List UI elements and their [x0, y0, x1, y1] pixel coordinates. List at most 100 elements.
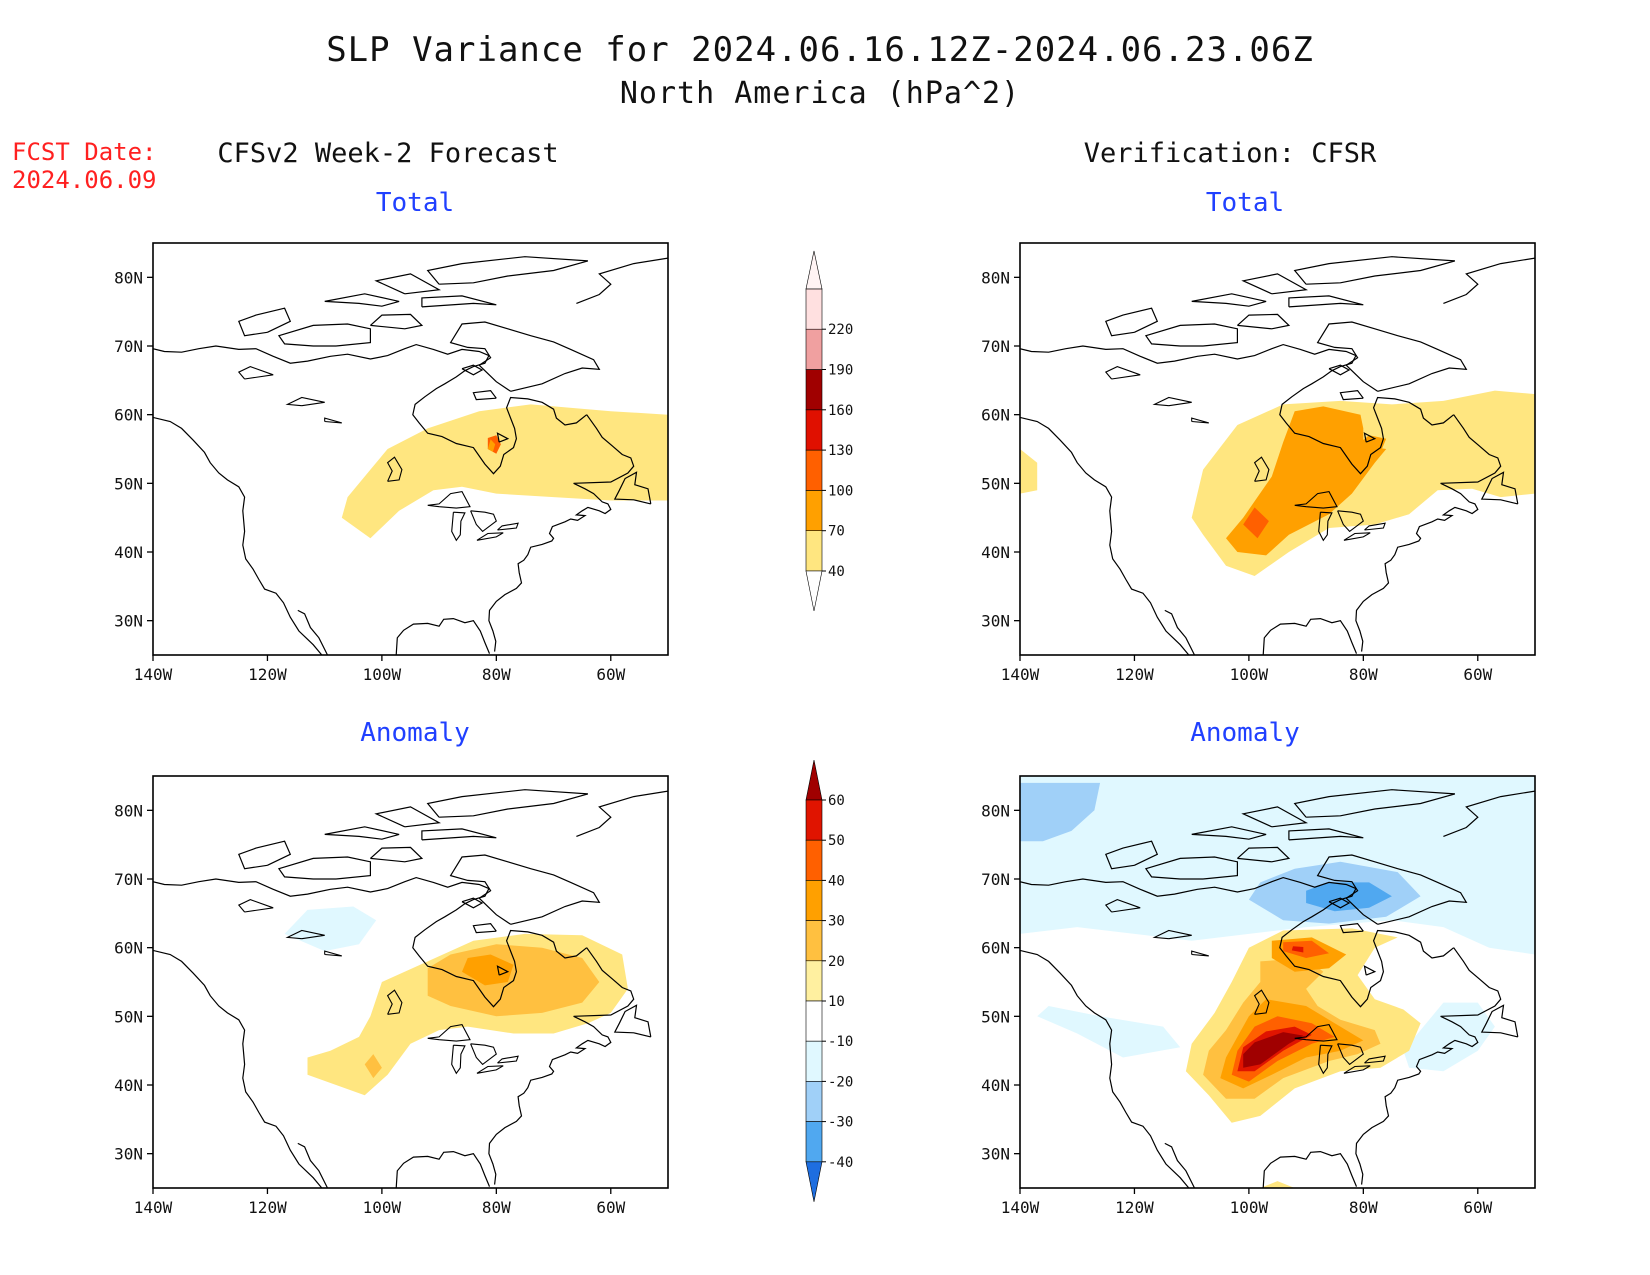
colorbar-label: 160 — [828, 403, 853, 419]
coastline — [576, 257, 668, 304]
colorbar-total: 40 70 100 130 160 190 220 — [805, 250, 853, 612]
lat-tick-label: 40N — [981, 543, 1010, 562]
coastline — [1191, 826, 1267, 840]
colorbar-label: 60 — [828, 793, 845, 809]
lake-outline — [1253, 989, 1270, 1015]
lon-tick-label: 140W — [134, 1198, 173, 1217]
lake-outline — [476, 1065, 504, 1074]
coastline — [472, 922, 497, 934]
coastline — [153, 876, 588, 1008]
lat-tick-label: 80N — [114, 801, 143, 820]
lake-outline — [1337, 510, 1364, 533]
shade-20-30 — [364, 1054, 382, 1079]
colorbar-top-triangle — [805, 759, 823, 801]
colorbar-anomaly: 60 50 40 30 20 10 -10 -20 -30 -40 — [805, 759, 853, 1202]
lon-tick-label: 140W — [1001, 665, 1040, 684]
coastline — [1164, 609, 1196, 655]
coastline — [1288, 828, 1364, 841]
colorbar-swatch — [805, 1081, 823, 1122]
coastline — [449, 854, 601, 925]
map-shading — [1020, 776, 1535, 1188]
lat-tick-label: 30N — [981, 612, 1010, 631]
coastline — [1316, 321, 1468, 392]
lat-tick-label: 30N — [981, 1145, 1010, 1164]
lake-outline — [386, 989, 403, 1015]
lat-tick-label: 40N — [114, 543, 143, 562]
lake-outline — [1191, 950, 1209, 957]
lake-outline — [324, 950, 342, 957]
shade-minus10-minus20 — [1403, 1002, 1495, 1072]
map-panel-fcst_anom: 80N 70N 60N 50N 40N 30N 140W 120W 100W 80W 60W — [114, 775, 669, 1217]
lon-tick-label: 120W — [248, 1198, 287, 1217]
colorbar-swatch — [805, 530, 823, 572]
coastline — [1339, 389, 1364, 401]
coastline — [1480, 1004, 1519, 1038]
coastline — [426, 789, 589, 818]
shade-minus20-minus30 — [1020, 782, 1101, 842]
lake-outline — [1104, 366, 1141, 380]
coastline — [1328, 364, 1351, 376]
shade-above-60 — [1243, 1032, 1304, 1068]
colorbar-label: -40 — [828, 1155, 853, 1171]
forecast-column-heading: CFSv2 Week-2 Forecast — [217, 138, 559, 169]
coastline — [1020, 949, 1190, 1188]
colorbar-label: 20 — [828, 954, 845, 970]
lake-outline — [497, 1055, 519, 1064]
coastline — [1105, 307, 1159, 337]
lake-outline — [1104, 899, 1141, 913]
lon-tick-label: 60W — [1463, 1198, 1492, 1217]
coastline — [324, 293, 400, 307]
lat-tick-label: 40N — [981, 1076, 1010, 1095]
lat-tick-label: 60N — [114, 406, 143, 425]
coastline — [374, 273, 442, 295]
coastline — [153, 343, 588, 475]
shade-40-70 — [341, 404, 668, 539]
lake-outline — [1343, 1065, 1371, 1074]
shade-70-100 — [1351, 435, 1387, 470]
lat-tick-label: 50N — [981, 1007, 1010, 1026]
lat-tick-label: 50N — [981, 474, 1010, 493]
lon-tick-label: 100W — [1230, 1198, 1269, 1217]
colorbar-label: -10 — [828, 1034, 853, 1050]
coastline — [426, 256, 589, 285]
coastline — [461, 364, 484, 376]
lake-outline — [1318, 511, 1333, 542]
lon-tick-label: 80W — [1349, 665, 1378, 684]
shade-50-60 — [1291, 946, 1304, 953]
colorbar-swatch — [805, 449, 823, 491]
lat-tick-label: 70N — [981, 337, 1010, 356]
shade-70-100 — [1226, 406, 1387, 556]
map-shading — [153, 776, 668, 1188]
colorbar-label: 100 — [828, 483, 853, 499]
colorbar-label: 10 — [828, 994, 845, 1010]
coastline — [613, 471, 652, 505]
coastline — [496, 432, 510, 443]
lon-tick-label: 100W — [363, 1198, 402, 1217]
map-shading — [153, 243, 668, 655]
coastline — [449, 321, 601, 392]
shade-minus10-minus20 — [1020, 776, 1535, 955]
lake-outline — [285, 929, 325, 940]
verification-total-subtitle: Total — [1205, 188, 1285, 218]
lake-outline — [1337, 1043, 1364, 1066]
coastline — [1236, 846, 1291, 863]
coastline — [1480, 471, 1519, 505]
colorbar-swatch — [805, 880, 823, 921]
verification-anomaly-subtitle: Anomaly — [1190, 718, 1300, 748]
map-shading — [1020, 243, 1535, 655]
coastline — [1443, 257, 1535, 304]
verification-column-heading: Verification: CFSR — [1083, 138, 1377, 169]
fcst-date-value: 2024.06.09 — [12, 166, 157, 194]
lake-outline — [1318, 1044, 1333, 1075]
lon-tick-label: 80W — [482, 1198, 511, 1217]
lon-tick-label: 140W — [1001, 1198, 1040, 1217]
lon-tick-label: 120W — [1115, 665, 1154, 684]
colorbar-label: 130 — [828, 443, 853, 459]
coastline — [488, 947, 635, 1185]
shade-40-50 — [1283, 940, 1329, 958]
coastline — [1355, 414, 1502, 652]
shade-10-20 — [1260, 1181, 1295, 1188]
figure-title: SLP Variance for 2024.06.16.12Z-2024.06.… — [326, 30, 1314, 70]
lake-outline — [1253, 456, 1270, 482]
lake-outline — [1152, 929, 1192, 940]
